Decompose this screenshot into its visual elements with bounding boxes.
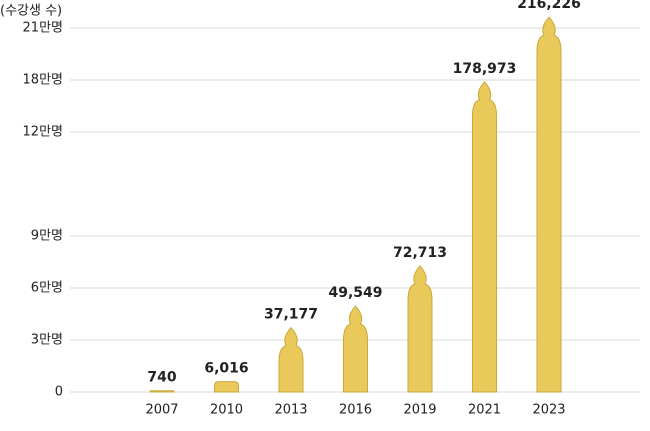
bar: [278, 326, 304, 393]
y-tick-label: 6만명: [31, 281, 63, 296]
bar: [149, 390, 175, 393]
x-tick-label: 2019: [403, 403, 436, 418]
y-axis-label: (수강생 수): [0, 4, 62, 19]
bar: [536, 16, 562, 393]
y-tick-label: 9만명: [31, 229, 63, 244]
value-label: 49,549: [328, 285, 382, 301]
bar: [343, 305, 368, 393]
x-tick-label: 2016: [339, 403, 372, 418]
x-tick-label: 2023: [532, 403, 565, 418]
x-tick-label: 2007: [145, 403, 178, 418]
value-label: 72,713: [393, 245, 447, 261]
x-tick-label: 2010: [210, 403, 243, 418]
bar: [407, 265, 433, 393]
value-label: 216,226: [517, 0, 581, 12]
x-tick-label: 2021: [468, 403, 501, 418]
value-label: 37,177: [264, 307, 318, 323]
value-label: 6,016: [204, 361, 248, 377]
value-label: 740: [147, 370, 176, 386]
y-tick-label: 21만명: [23, 21, 63, 36]
y-tick-label: 3만명: [31, 333, 63, 348]
bar: [472, 81, 497, 393]
x-tick-label: 2013: [274, 403, 307, 418]
value-label: 178,973: [453, 61, 517, 77]
bar: [214, 381, 239, 393]
y-tick-label: 0: [55, 385, 63, 400]
y-tick-label: 12만명: [23, 125, 63, 140]
y-tick-label: 18만명: [23, 73, 63, 88]
